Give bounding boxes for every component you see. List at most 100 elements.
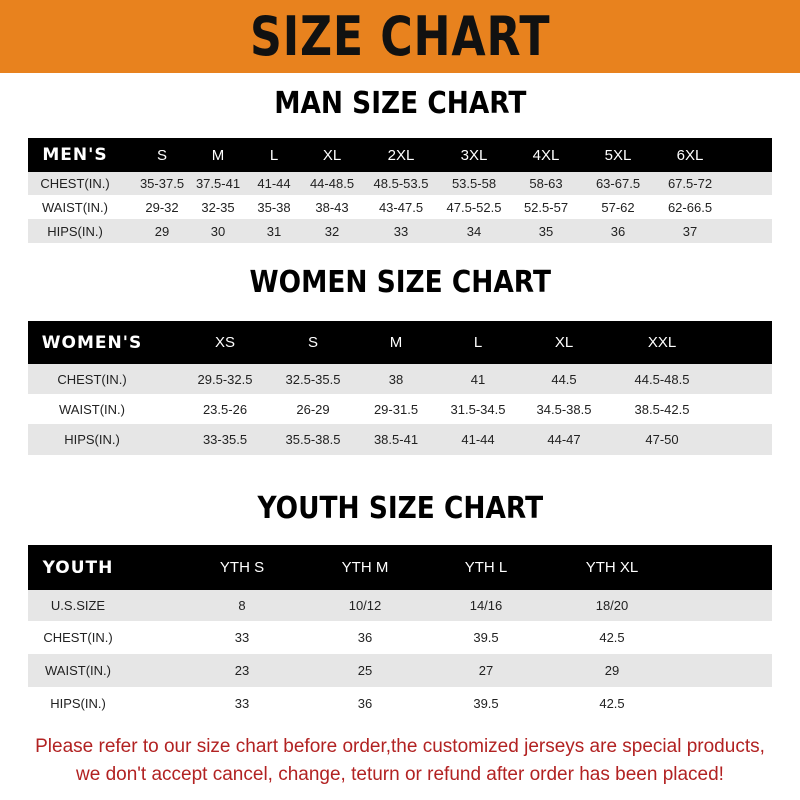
measure-value: 38-43 — [315, 199, 349, 215]
measure-value: 53.5-58 — [451, 176, 497, 191]
size-header: XXL — [647, 334, 677, 351]
size-header: S — [156, 146, 168, 164]
measure-value: 34.5-38.5 — [536, 401, 592, 417]
measure-value: 32.5-35.5 — [285, 371, 341, 387]
table-row: HIPS(IN.) 33-35.5 35.5-38.5 38.5-41 41-44 44-… — [28, 424, 772, 455]
measure-value: 67.5-72 — [667, 176, 713, 191]
measure-value: 32 — [324, 223, 340, 239]
measure-value: 10/12 — [348, 598, 382, 613]
banner-title: SIZE CHART — [249, 5, 551, 68]
measure-label: WAIST(IN.) — [59, 401, 125, 417]
measure-value: 62-66.5 — [667, 199, 713, 215]
table-row: CHEST(IN.) 29.5-32.5 32.5-35.5 38 41 44.5 44.5… — [28, 364, 772, 394]
size-header: M — [389, 334, 403, 351]
measure-value: 44.5 — [551, 371, 577, 387]
measure-value: 38 — [388, 371, 404, 387]
table-title-cell: MEN'S — [42, 145, 108, 165]
measure-value: 48.5-53.5 — [373, 176, 429, 191]
measure-value: 36 — [357, 630, 373, 645]
table-row: WAIST(IN.) 23 25 27 29 — [28, 654, 772, 687]
men-header-row: MEN'S S M L XL 2XL 3XL 4XL 5XL 6XL — [28, 138, 772, 172]
size-header: L — [473, 334, 483, 351]
measure-value: 47.5-52.5 — [446, 199, 502, 215]
measure-value: 41 — [470, 371, 486, 387]
measure-label: WAIST(IN.) — [42, 199, 108, 215]
measure-value: 44-47 — [547, 432, 581, 447]
measure-value: 18/20 — [595, 598, 629, 613]
size-header: YTH XL — [585, 559, 639, 576]
measure-value: 33 — [393, 223, 409, 239]
size-header: YTH M — [341, 559, 389, 576]
measure-label: HIPS(IN.) — [47, 223, 103, 239]
measure-value: 42.5 — [599, 630, 625, 645]
size-header: YTH L — [464, 559, 508, 576]
measure-value: 39.5 — [473, 630, 499, 645]
size-header: XS — [214, 334, 236, 351]
measure-value: 30 — [210, 223, 226, 239]
measure-label: HIPS(IN.) — [64, 432, 120, 447]
measure-value: 47-50 — [645, 432, 679, 447]
measure-value: 26-29 — [296, 401, 330, 417]
measure-label: WAIST(IN.) — [45, 663, 111, 678]
size-header: YTH S — [219, 559, 265, 576]
measure-value: 43-47.5 — [378, 199, 424, 215]
youth-title: YOUTH SIZE CHART — [257, 491, 543, 526]
measure-value: 29 — [604, 663, 620, 678]
measure-value: 58-63 — [529, 176, 563, 191]
measure-value: 35-37.5 — [139, 176, 185, 191]
measure-value: 63-67.5 — [595, 176, 641, 191]
table-row: HIPS(IN.) 29 30 31 32 33 34 35 36 37 — [28, 219, 772, 243]
measure-label: CHEST(IN.) — [57, 371, 127, 387]
size-header: 3XL — [460, 146, 488, 164]
measure-value: 8 — [238, 598, 246, 613]
measure-value: 29-32 — [145, 199, 179, 215]
measure-value: 31.5-34.5 — [450, 401, 506, 417]
youth-size-table: YOUTH YTH S YTH M YTH L YTH XL U.S.SIZE 8 10/12… — [28, 545, 772, 719]
size-header: L — [269, 146, 279, 164]
measure-value: 38.5-41 — [373, 432, 419, 447]
size-header: XL — [322, 146, 342, 164]
size-header: M — [211, 146, 225, 164]
table-row: WAIST(IN.) 29-32 32-35 35-38 38-43 43-47.5 47.… — [28, 195, 772, 219]
measure-value: 41-44 — [257, 176, 291, 191]
measure-value: 14/16 — [469, 598, 503, 613]
table-row: WAIST(IN.) 23.5-26 26-29 29-31.5 31.5-34.5 34… — [28, 394, 772, 424]
table-row: CHEST(IN.) 35-37.5 37.5-41 41-44 44-48.5 48.5… — [28, 172, 772, 195]
measure-value: 29 — [154, 223, 170, 239]
measure-value: 32-35 — [201, 199, 235, 215]
youth-header-row: YOUTH YTH S YTH M YTH L YTH XL — [28, 545, 772, 590]
measure-value: 37 — [682, 223, 698, 239]
measure-value: 44.5-48.5 — [634, 371, 690, 387]
measure-value: 35.5-38.5 — [285, 432, 341, 447]
measure-value: 34 — [466, 223, 482, 239]
measure-value: 44-48.5 — [309, 176, 355, 191]
note-line-2: we don't accept cancel, change, teturn o… — [76, 764, 724, 785]
measure-value: 57-62 — [601, 199, 635, 215]
note-line-1: Please refer to our size chart before or… — [35, 736, 765, 757]
measure-value: 41-44 — [461, 432, 495, 447]
measure-value: 27 — [478, 663, 494, 678]
measure-value: 42.5 — [599, 695, 625, 711]
measure-value: 25 — [357, 663, 373, 678]
measure-label: CHEST(IN.) — [43, 630, 113, 645]
measure-value: 36 — [610, 223, 626, 239]
size-header: S — [307, 334, 319, 351]
measure-value: 33 — [234, 630, 250, 645]
women-header-row: WOMEN'S XS S M L XL XXL — [28, 321, 772, 364]
size-header: 4XL — [532, 146, 560, 164]
men-title: MAN SIZE CHART — [273, 86, 527, 121]
measure-value: 35-38 — [257, 199, 291, 215]
men-size-table: MEN'S S M L XL 2XL 3XL 4XL 5XL 6XL CHEST(IN.) 35-37… — [28, 138, 772, 243]
size-header: XL — [554, 334, 574, 351]
measure-label: CHEST(IN.) — [40, 176, 110, 191]
size-header: 2XL — [387, 146, 415, 164]
measure-label: HIPS(IN.) — [50, 695, 106, 711]
measure-value: 36 — [357, 695, 373, 711]
women-size-table: WOMEN'S XS S M L XL XXL CHEST(IN.) 29.5-32.5 32.5… — [28, 321, 772, 455]
measure-label: U.S.SIZE — [50, 598, 106, 613]
measure-value: 29-31.5 — [373, 401, 419, 417]
measure-value: 39.5 — [473, 695, 499, 711]
size-header: 5XL — [604, 146, 632, 164]
women-title: WOMEN SIZE CHART — [249, 265, 551, 300]
